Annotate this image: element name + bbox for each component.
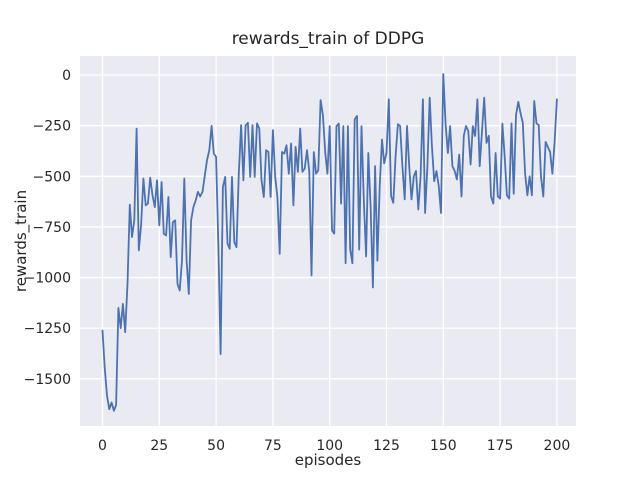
y-axis-label: rewards_train xyxy=(12,189,30,293)
x-tick-label: 150 xyxy=(430,438,457,454)
y-tick-label: −1250 xyxy=(24,321,71,337)
x-tick-label: 175 xyxy=(487,438,514,454)
chart-title: rewards_train of DDPG xyxy=(231,29,425,49)
x-tick-label: 125 xyxy=(373,438,400,454)
y-tick-label: −750 xyxy=(33,220,71,236)
y-tick-label: −1500 xyxy=(24,372,71,388)
x-axis-label: episodes xyxy=(294,451,362,469)
axes-background xyxy=(80,56,576,426)
x-tick-label: 0 xyxy=(98,438,107,454)
x-tick-label: 50 xyxy=(207,438,225,454)
rewards-train-line xyxy=(101,73,558,412)
x-tick-label: 25 xyxy=(150,438,168,454)
x-tick-label: 200 xyxy=(544,438,571,454)
x-tick-label: 100 xyxy=(316,438,343,454)
x-tick-label: 75 xyxy=(264,438,282,454)
y-tick-label: −250 xyxy=(33,119,71,135)
y-tick-label: −500 xyxy=(33,169,71,185)
y-tick-label: −1000 xyxy=(24,271,71,287)
y-tick-label: 0 xyxy=(62,68,71,84)
